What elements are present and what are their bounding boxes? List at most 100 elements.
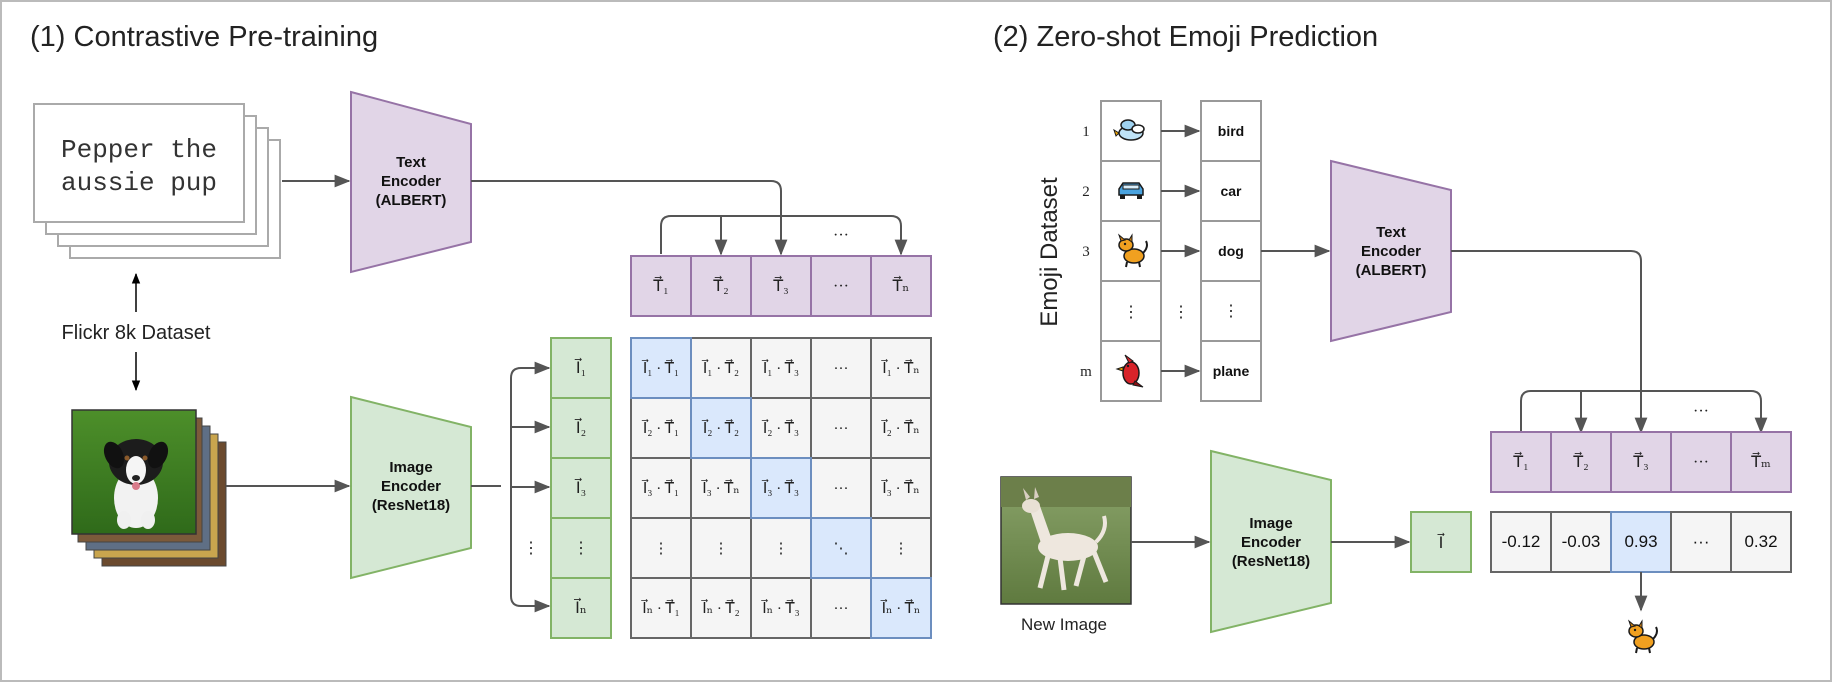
image-encoder-1-line3: (ResNet18)	[372, 497, 450, 514]
matrix-cell-r4-c3-text: ⋮	[774, 541, 789, 557]
matrix-cell-r4-c1-text: ⋮	[654, 541, 669, 557]
text-vector-3	[750, 255, 812, 317]
predicted-dog-emoji-icon	[1627, 619, 1658, 654]
matrix-cell-r1-c2-text: I⃗₁ · T⃗₂	[701, 358, 739, 377]
emoji-index-5: m	[1080, 364, 1092, 380]
score-cell-4-text: ···	[1693, 532, 1710, 551]
text-fanout-dots: ···	[833, 227, 849, 244]
image-encoder-1-line2: Encoder	[381, 478, 441, 495]
emoji-label-3: dog	[1218, 243, 1244, 259]
matrix-cell-r3-c4-text: ···	[834, 481, 849, 497]
matrix-cell-r1-c3-text: I⃗₁ · T⃗₃	[761, 358, 799, 377]
emoji-cell-4	[1100, 280, 1162, 342]
matrix-cell-r3-c1	[630, 457, 692, 519]
score-cell-4	[1670, 511, 1732, 573]
emoji-label-4: ⋮	[1223, 303, 1239, 320]
section2-text-vectors: T⃗₁ T⃗₂ T⃗₃ ··· T⃗ₘ	[1490, 431, 1792, 493]
image-vector-5-text: I⃗ₙ	[574, 597, 587, 617]
emoji-index-2: 2	[1082, 184, 1090, 200]
emoji-label-cell-4	[1200, 280, 1262, 342]
section1-image-vectors: I⃗₁ I⃗₂ I⃗₃ ⋮ I⃗ₙ	[550, 337, 612, 639]
matrix-cell-r4-c4-text: ⋱	[834, 541, 849, 557]
section2-text-vector-3	[1610, 431, 1672, 493]
matrix-cell-r3-c5-text: I⃗₃ · T⃗ₙ	[880, 478, 920, 497]
matrix-diagonal-border-4	[810, 517, 872, 579]
text-vector-4-text: ···	[833, 278, 849, 295]
section2-text-vector-4-text: ···	[1693, 454, 1709, 471]
matrix-cell-r4-c5-text: ⋮	[894, 541, 909, 557]
image-vector-3	[550, 457, 612, 519]
caption-line-2: aussie pup	[61, 168, 217, 198]
section2-text-vector-3-text: T⃗₃	[1632, 451, 1648, 471]
image-encoder-1	[350, 395, 472, 580]
new-image	[1000, 476, 1132, 605]
emoji-arrow-dots: ⋮	[1173, 304, 1189, 321]
image-fanout-dots: ⋮	[523, 540, 539, 557]
matrix-cell-r3-c2-text: I⃗₃ · T⃗ₙ	[700, 478, 740, 497]
text-encoder-1-line3: (ALBERT)	[376, 192, 447, 209]
score-cell-3	[1610, 511, 1672, 573]
text-vector-1	[630, 255, 692, 317]
emoji-label-5: plane	[1213, 363, 1250, 379]
matrix-cell-r2-c3-text: I⃗₂ · T⃗₃	[761, 418, 799, 437]
matrix-cell-r1-c4	[810, 337, 872, 399]
image-vector-box	[1410, 511, 1472, 573]
section1-title: (1) Contrastive Pre-training	[30, 21, 378, 53]
score-cell-1-text: -0.12	[1502, 532, 1541, 551]
section2-title: (2) Zero-shot Emoji Prediction	[993, 21, 1378, 53]
score-row: -0.12 -0.03 0.93 ··· 0.32	[1490, 511, 1792, 573]
matrix-cell-r4-c1	[630, 517, 692, 579]
text-encoder-1-line1: Text	[396, 154, 426, 171]
score-cell-5	[1730, 511, 1792, 573]
matrix-cell-r2-c2-text: I⃗₂ · T⃗₂	[701, 418, 739, 437]
matrix-cell-r2-c4-text: ···	[834, 421, 849, 437]
text-encoder-1-line2: Encoder	[381, 173, 441, 190]
image-encoder-2-line1: Image	[1249, 515, 1292, 532]
section2-text-vector-1-text: T⃗₁	[1512, 451, 1528, 471]
matrix-cell-r5-c4-text: ···	[834, 601, 849, 617]
text-encoder-2-line1: Text	[1376, 224, 1406, 241]
text-vector-4	[810, 255, 872, 317]
matrix-diagonal-border-2	[690, 397, 752, 459]
emoji-label-2: car	[1220, 183, 1242, 199]
arrow-text-encoder2-to-vectors	[1451, 250, 1648, 434]
text2-fanout-dots: ···	[1693, 403, 1709, 420]
image-encoder-1-line1: Image	[389, 459, 432, 476]
matrix-cell-r1-c5	[870, 337, 932, 399]
matrix-diagonal-border-1	[630, 337, 692, 399]
image-vector-1-text: I⃗₁	[574, 357, 586, 377]
text-vector-5	[870, 255, 932, 317]
emoji-cell-dots: ⋮	[1123, 304, 1139, 321]
section2-text-vector-4	[1670, 431, 1732, 493]
text-vector-2-text: T⃗₂	[712, 275, 728, 295]
matrix-cell-r4-c2-text: ⋮	[714, 541, 729, 557]
image-vector-3-text: I⃗₃	[574, 477, 586, 497]
image-encoder-2-line3: (ResNet18)	[1232, 553, 1310, 570]
score-cell-2-text: -0.03	[1562, 532, 1601, 551]
emoji-label-cell-1	[1200, 100, 1262, 162]
section2-text-vector-5-text: T⃗ₘ	[1750, 451, 1771, 471]
arrow-text-encoder-to-vectors	[471, 180, 788, 256]
new-image-label: New Image	[1021, 615, 1107, 634]
image-encoder-2	[1210, 449, 1332, 634]
matrix-cell-r1-c4-text: ···	[834, 361, 849, 377]
matrix-cell-r2-c1-text: I⃗₂ · T⃗₁	[641, 418, 679, 437]
matrix-cell-r3-c5	[870, 457, 932, 519]
dataset-label: Flickr 8k Dataset	[62, 322, 211, 344]
image-stack	[71, 409, 227, 567]
matrix-cell-r5-c4	[810, 577, 872, 639]
section2-text-vector-2-text: T⃗₂	[1572, 451, 1588, 471]
text-vector-1-text: T⃗₁	[652, 275, 668, 295]
text-encoder-1	[350, 90, 472, 274]
arrow-text2-fanout-outer	[1520, 390, 1768, 434]
matrix-cell-r3-c1-text: I⃗₃ · T⃗₁	[641, 478, 679, 497]
emoji-label-cell-5	[1200, 340, 1262, 402]
matrix-cell-r2-c5-text: I⃗₂ · T⃗ₙ	[880, 418, 920, 437]
similarity-matrix: I⃗₁ · T⃗₁ I⃗₁ · T⃗₂ I⃗₁ · T⃗₃ ··· I⃗₁ · T⃗ₙ I…	[630, 337, 932, 639]
bird-red-emoji-icon	[1115, 354, 1144, 388]
matrix-cell-r1-c5-text: I⃗₁ · T⃗ₙ	[880, 358, 920, 377]
caption-line-1: Pepper the	[61, 135, 217, 165]
matrix-cell-r5-c2	[690, 577, 752, 639]
emoji-dataset-label: Emoji Dataset	[1036, 177, 1063, 327]
